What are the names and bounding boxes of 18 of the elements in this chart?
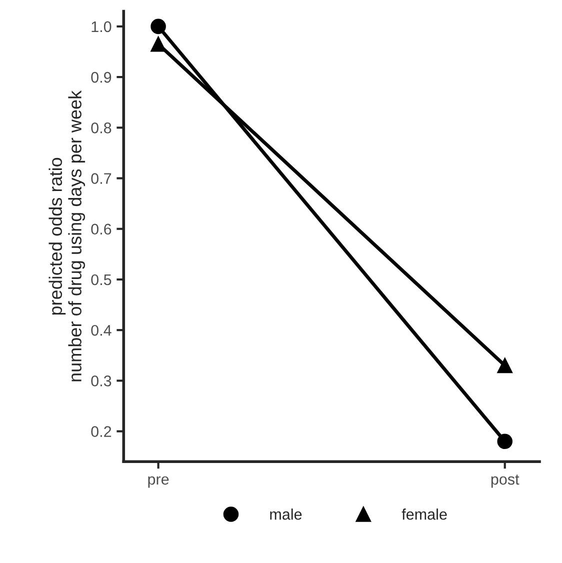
y-tick-label: 0.5 <box>91 274 112 286</box>
legend-label: female <box>402 508 447 520</box>
y-tick-label: 0.8 <box>91 122 112 134</box>
y-tick-label: 0.4 <box>91 324 112 336</box>
x-tick-label: pre <box>148 476 169 488</box>
point <box>150 36 166 52</box>
x-tick-label: post <box>491 474 520 488</box>
point <box>150 18 166 34</box>
y-tick-label: 0.3 <box>91 376 112 386</box>
y-tick-label: 0.9 <box>91 72 112 83</box>
y-tick-label: 0.6 <box>91 224 112 235</box>
point <box>497 358 513 374</box>
y-axis-title: predicted odds ratio number of drug using days per week <box>48 90 86 382</box>
y-tick-label: 1.0 <box>92 21 112 32</box>
legend-label: male <box>270 508 302 520</box>
point <box>497 434 513 450</box>
y-tick-label: 0.2 <box>91 426 112 437</box>
y-tick-label: 0.7 <box>91 173 112 184</box>
